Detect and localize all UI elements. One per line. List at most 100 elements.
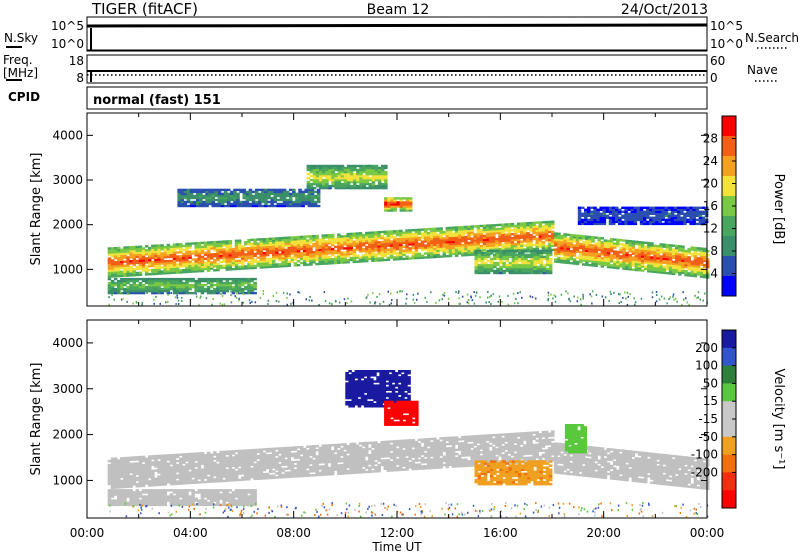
echo-cell xyxy=(123,469,127,472)
echo-cell xyxy=(477,253,482,257)
echo-cell xyxy=(166,259,171,263)
echo-cell xyxy=(535,243,539,246)
echo-cell xyxy=(220,198,225,202)
echo-cell xyxy=(295,202,299,206)
echo-cell xyxy=(371,235,375,238)
echo-cell xyxy=(337,186,342,190)
echo-cell xyxy=(199,198,203,202)
echo-cell xyxy=(521,259,525,263)
echo-cell xyxy=(706,258,710,261)
echo-cell xyxy=(356,170,360,174)
echo-cell xyxy=(182,287,186,291)
echo-cell xyxy=(464,253,468,257)
echo-cell xyxy=(107,281,112,285)
echo-cell xyxy=(216,254,220,258)
echo-cell xyxy=(569,258,574,261)
echo-cell xyxy=(678,265,682,268)
echo-cell xyxy=(516,234,521,237)
echo-cell xyxy=(681,247,685,250)
echo-cell xyxy=(247,240,251,244)
echo-cell xyxy=(120,459,124,462)
echo-cell xyxy=(278,265,282,268)
echo-cell xyxy=(192,204,197,208)
echo-cell xyxy=(148,283,152,287)
echo-cell xyxy=(479,232,484,236)
echo-cell xyxy=(166,253,171,257)
echo-cell xyxy=(650,242,654,245)
echo-cell xyxy=(510,239,515,242)
echo-cell xyxy=(160,477,164,480)
speckle-cell xyxy=(625,297,627,300)
echo-cell xyxy=(172,269,177,272)
echo-cell xyxy=(538,233,543,236)
echo-cell xyxy=(349,232,353,236)
echo-cell xyxy=(628,248,632,251)
echo-cell xyxy=(430,252,434,255)
velocity-echo-region xyxy=(107,430,710,490)
echo-cell xyxy=(702,275,707,279)
echo-cell xyxy=(616,244,620,248)
echo-cell xyxy=(313,194,318,198)
echo-cell xyxy=(496,253,500,257)
power-echo-region xyxy=(474,249,553,275)
echo-cell xyxy=(448,230,453,234)
echo-cell xyxy=(191,471,195,474)
echo-cell xyxy=(423,232,428,235)
echo-cell xyxy=(290,244,295,247)
echo-cell xyxy=(387,203,391,206)
echo-cell xyxy=(572,234,577,237)
echo-cell xyxy=(627,212,631,215)
echo-cell xyxy=(680,220,684,224)
echo-cell xyxy=(194,287,198,291)
echo-cell xyxy=(467,235,471,238)
echo-cell xyxy=(359,182,363,186)
echo-cell xyxy=(157,250,161,253)
echo-cell xyxy=(126,289,130,293)
echo-cell xyxy=(615,218,619,222)
echo-cell xyxy=(486,265,491,269)
echo-cell xyxy=(110,478,115,481)
echo-cell xyxy=(250,258,254,262)
echo-cell xyxy=(353,174,357,178)
echo-cell xyxy=(587,212,591,215)
echo-cell xyxy=(399,199,404,202)
echo-cell xyxy=(597,244,601,248)
echo-cell xyxy=(197,270,202,273)
echo-cell xyxy=(334,249,338,253)
echo-cell xyxy=(179,261,183,264)
echo-cell xyxy=(265,257,270,261)
echo-cell xyxy=(609,242,614,245)
echo-cell xyxy=(242,196,246,200)
echo-cell xyxy=(157,471,161,474)
echo-cell xyxy=(451,228,456,231)
echo-cell xyxy=(132,268,136,271)
echo-cell xyxy=(182,258,186,262)
echo-cell xyxy=(706,266,710,269)
speckle-cell xyxy=(675,297,677,300)
echo-cell xyxy=(630,216,634,219)
echo-cell xyxy=(225,277,229,281)
echo-cell xyxy=(175,480,180,483)
echo-cell xyxy=(365,170,369,174)
echo-cell xyxy=(299,235,304,239)
echo-cell xyxy=(649,212,653,215)
echo-cell xyxy=(368,241,372,244)
echo-cell xyxy=(259,266,264,269)
echo-cell xyxy=(616,240,620,244)
echo-cell xyxy=(427,232,431,235)
echo-cell xyxy=(126,268,130,271)
echo-cell xyxy=(138,281,143,285)
echo-cell xyxy=(148,250,152,254)
echo-cell xyxy=(273,194,277,198)
echo-cell xyxy=(179,271,183,274)
echo-cell xyxy=(337,176,342,180)
echo-cell xyxy=(324,258,329,261)
echo-cell xyxy=(371,164,376,168)
echo-cell xyxy=(213,263,217,266)
echo-cell xyxy=(442,241,446,244)
power-echo-region xyxy=(177,188,321,208)
echo-cell xyxy=(585,249,589,252)
echo-cell xyxy=(686,214,690,217)
echo-cell xyxy=(160,244,164,247)
speckle-cell xyxy=(242,301,244,304)
